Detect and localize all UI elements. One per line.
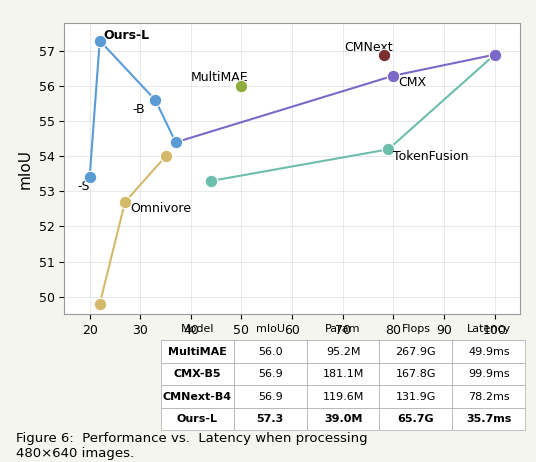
- Text: TokenFusion: TokenFusion: [393, 150, 469, 163]
- Text: Ours-L: Ours-L: [104, 29, 150, 42]
- Text: CMNext: CMNext: [344, 41, 392, 54]
- Text: -S: -S: [77, 180, 90, 193]
- Y-axis label: mIoU: mIoU: [18, 149, 33, 188]
- Text: Figure 6:  Performance vs.  Latency when processing
480×640 images.: Figure 6: Performance vs. Latency when p…: [16, 432, 368, 460]
- Text: MultiMAE: MultiMAE: [190, 71, 248, 84]
- Text: CMX: CMX: [398, 76, 427, 89]
- X-axis label: Latency (ms): Latency (ms): [242, 342, 342, 358]
- Text: Omnivore: Omnivore: [130, 202, 191, 215]
- Text: -B: -B: [133, 103, 145, 116]
